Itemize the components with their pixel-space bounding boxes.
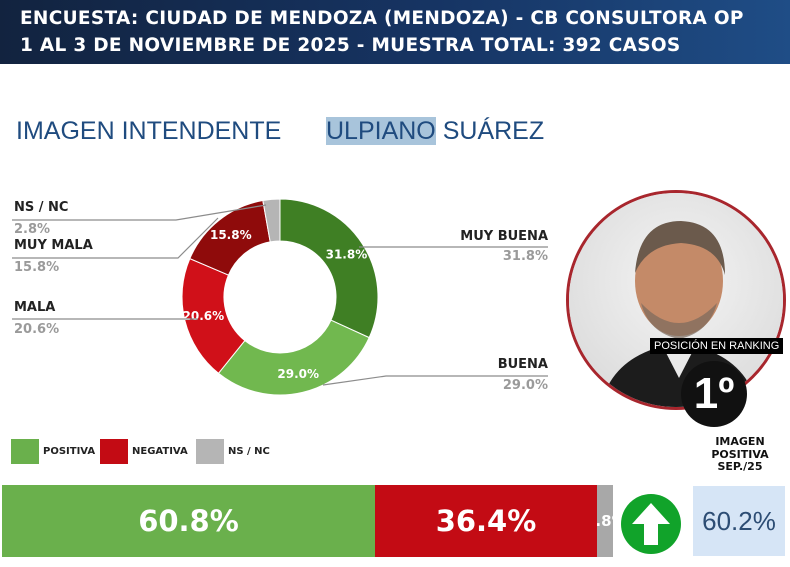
callout-ns-nc-pct: 2.8% [14, 222, 51, 237]
bar-negativa: 36.4% [375, 485, 597, 557]
callout-mala-label: MALA [14, 300, 56, 315]
donut-label-buena: 29.0% [277, 367, 319, 381]
previous-image-value: 60.2% [693, 486, 785, 556]
legend-label-ns-nc: NS / NC [228, 446, 270, 457]
donut-slice-muy-buena [279, 198, 379, 339]
callout-muy-buena-label: MUY BUENA [460, 229, 548, 244]
previous-title-line1: IMAGEN [715, 435, 765, 448]
callout-muy-mala-label: MUY MALA [14, 238, 93, 253]
candidate-photo [566, 190, 786, 410]
person-silhouette-icon [569, 193, 783, 407]
up-arrow-icon [621, 494, 681, 554]
candidate-last-name: SUÁREZ [442, 117, 545, 145]
previous-image-title: IMAGEN POSITIVA SEP./25 [700, 435, 780, 474]
legend-label-positiva: POSITIVA [43, 446, 96, 457]
previous-title-line2: POSITIVA [711, 447, 769, 461]
survey-details: 1 AL 3 DE NOVIEMBRE DE 2025 - MUESTRA TO… [20, 35, 681, 56]
callout-buena-label: BUENA [497, 357, 548, 372]
leader-line-buena [322, 375, 548, 386]
callout-buena-pct: 29.0% [502, 378, 548, 393]
bar-positiva: 60.8% [2, 485, 375, 557]
callout-muy-buena-pct: 31.8% [502, 249, 548, 264]
survey-title: ENCUESTA: CIUDAD DE MENDOZA (MENDOZA) - … [20, 8, 744, 29]
previous-title-line3: SEP./25 [717, 460, 763, 473]
header-banner: ENCUESTA: CIUDAD DE MENDOZA (MENDOZA) - … [0, 0, 790, 64]
leader-line-muy-mala [12, 217, 219, 259]
legend-label-negativa: NEGATIVA [132, 446, 188, 457]
candidate-name: ULPIANO SUÁREZ [326, 117, 544, 146]
donut-slice-buena [217, 319, 370, 396]
leader-line-ns-nc [12, 204, 267, 221]
donut-label-mala: 20.6% [183, 309, 225, 323]
donut-label-muy-mala: 15.8% [210, 228, 252, 242]
legend-swatch-ns-nc [196, 439, 224, 464]
callout-mala-pct: 20.6% [14, 322, 60, 337]
donut-slice-ns-nc [262, 198, 281, 243]
ranking-label: POSICIÓN EN RANKING [650, 338, 784, 354]
legend-swatch-positiva [11, 439, 39, 464]
ranking-badge: 1º [681, 361, 747, 427]
callout-ns-nc-label: NS / NC [14, 200, 69, 215]
candidate-first-name: ULPIANO [326, 117, 436, 145]
bar-ns-nc: 2.8% [597, 485, 613, 557]
trend-arrow-icon [632, 503, 670, 545]
chart-subtitle: IMAGEN INTENDENTE [16, 117, 282, 145]
donut-label-muy-buena: 31.8% [326, 247, 368, 261]
legend-swatch-negativa [100, 439, 128, 464]
callout-muy-mala-pct: 15.8% [14, 260, 60, 275]
